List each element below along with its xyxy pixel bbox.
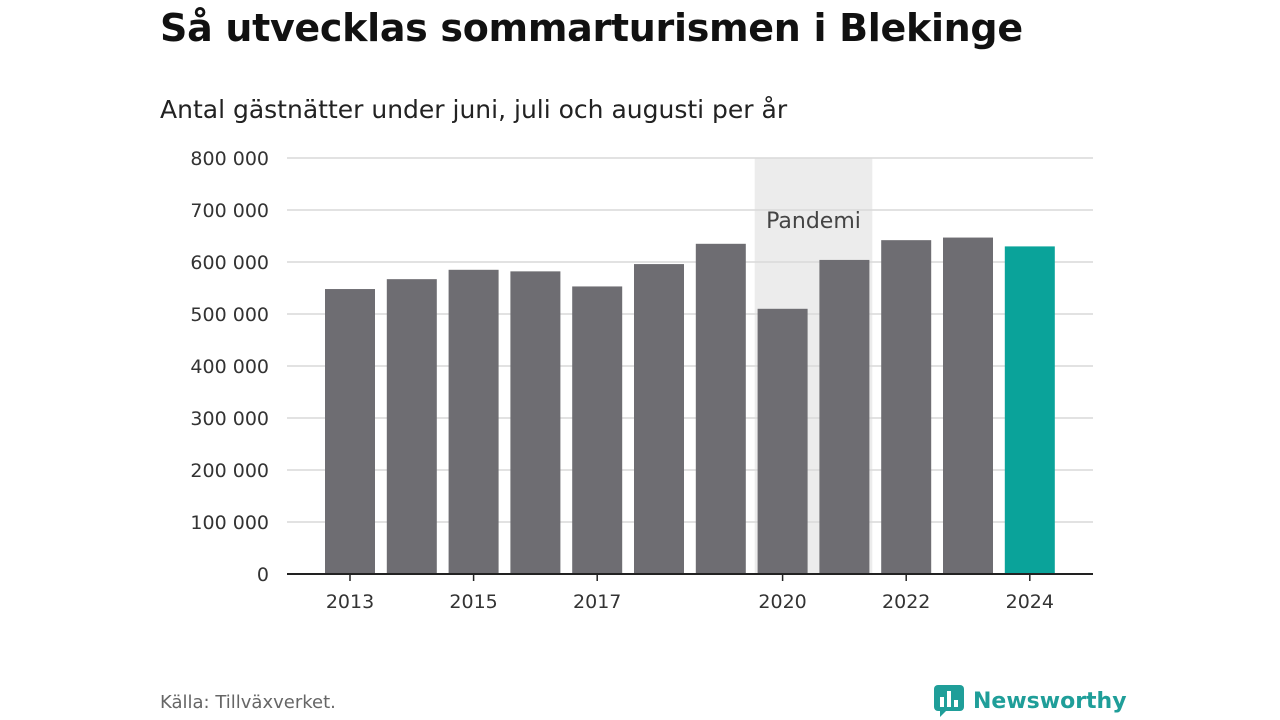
- y-tick-label: 400 000: [190, 356, 269, 378]
- bars: [325, 237, 1055, 575]
- bar-2018: [634, 264, 684, 574]
- x-tick-label: 2022: [882, 591, 930, 613]
- y-tick-label: 800 000: [190, 148, 269, 170]
- brand-logo: Newsworthy: [933, 684, 1127, 718]
- bar-2013: [325, 289, 375, 574]
- x-axis-tick-labels: 2013 2015 2017 2020 2022 2024: [326, 591, 1054, 613]
- bar-2024: [1004, 246, 1055, 574]
- bar-2020: [757, 308, 808, 574]
- chart-subtitle: Antal gästnätter under juni, juli och au…: [160, 95, 788, 124]
- bar-chart: 0 100 000 200 000 300 000 400 000 500 000 600 …: [190, 148, 1093, 613]
- y-tick-label: 600 000: [190, 252, 269, 274]
- bar-2023: [943, 237, 993, 574]
- source-note: Källa: Tillväxverket.: [160, 692, 336, 713]
- y-tick-label: 300 000: [190, 408, 269, 430]
- bar-2014: [386, 279, 437, 574]
- y-tick-label: 500 000: [190, 304, 269, 326]
- y-tick-label: 200 000: [190, 460, 269, 482]
- bar-2021: [819, 259, 870, 574]
- bar-2022: [881, 240, 932, 574]
- bar-2016: [510, 271, 561, 574]
- y-axis-tick-labels: 0 100 000 200 000 300 000 400 000 500 000 600 …: [190, 148, 269, 586]
- bar-2017: [572, 286, 623, 574]
- x-tick-label: 2024: [1006, 591, 1054, 613]
- x-axis: [287, 573, 1093, 581]
- x-tick-label: 2017: [573, 591, 621, 613]
- newsworthy-logo-icon: [934, 685, 964, 717]
- brand-name: Newsworthy: [973, 688, 1127, 714]
- y-tick-label: 700 000: [190, 200, 269, 222]
- x-tick-label: 2013: [326, 591, 374, 613]
- bar-2019: [695, 243, 746, 575]
- chart-title: Så utvecklas sommarturismen i Blekinge: [160, 6, 1023, 50]
- x-tick-label: 2015: [449, 591, 497, 613]
- y-tick-label: 100 000: [190, 512, 269, 534]
- pandemic-annotation-label: Pandemi: [766, 209, 861, 234]
- x-tick-label: 2020: [758, 591, 806, 613]
- bar-2015: [448, 269, 499, 574]
- y-tick-label: 0: [257, 564, 269, 586]
